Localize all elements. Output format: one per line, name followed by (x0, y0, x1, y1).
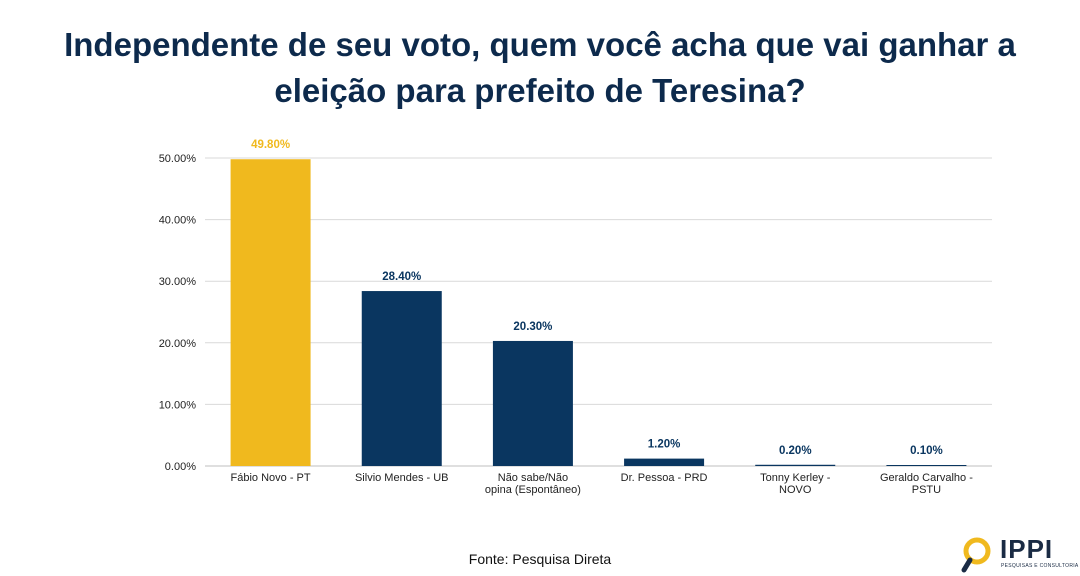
data-label: 20.30% (513, 321, 552, 333)
x-tick-label: Fábio Novo - PT (231, 472, 311, 484)
x-tick-label: Não sabe/Não (498, 472, 568, 484)
bar (624, 458, 705, 466)
data-label: 0.20% (779, 445, 812, 457)
data-label: 49.80% (251, 139, 290, 151)
x-tick-label: Dr. Pessoa - PRD (621, 472, 708, 484)
x-tick-label: PSTU (912, 484, 941, 496)
y-tick-label: 30.00% (159, 276, 197, 288)
logo-name: IPPI (1000, 534, 1054, 564)
data-label: 0.10% (910, 445, 943, 457)
x-tick-label: opina (Espontâneo) (485, 484, 581, 496)
x-tick-label: Geraldo Carvalho - (880, 472, 973, 484)
x-tick-label: Tonny Kerley - (760, 472, 831, 484)
bar (886, 465, 967, 466)
chart-title: Independente de seu voto, quem você acha… (0, 22, 1080, 114)
data-label: 28.40% (382, 271, 421, 283)
y-tick-label: 50.00% (159, 153, 197, 165)
logo-subtitle: PESQUISAS E CONSULTORIA (1001, 563, 1079, 569)
y-tick-label: 10.00% (159, 399, 197, 411)
ippi-logo-icon (961, 537, 991, 573)
bar (755, 464, 836, 466)
y-tick-label: 0.00% (165, 461, 196, 473)
bar (492, 340, 573, 466)
title-line-2: eleição para prefeito de Teresina? (274, 72, 806, 109)
bar (361, 291, 442, 466)
title-line-1: Independente de seu voto, quem você acha… (64, 26, 1016, 63)
x-tick-label: Silvio Mendes - UB (355, 472, 449, 484)
data-label: 1.20% (648, 439, 681, 451)
y-tick-label: 20.00% (159, 338, 197, 350)
source-note: Fonte: Pesquisa Direta (468, 551, 612, 567)
x-tick-label: NOVO (779, 484, 812, 496)
y-tick-label: 40.00% (159, 215, 197, 227)
bar (230, 159, 311, 466)
